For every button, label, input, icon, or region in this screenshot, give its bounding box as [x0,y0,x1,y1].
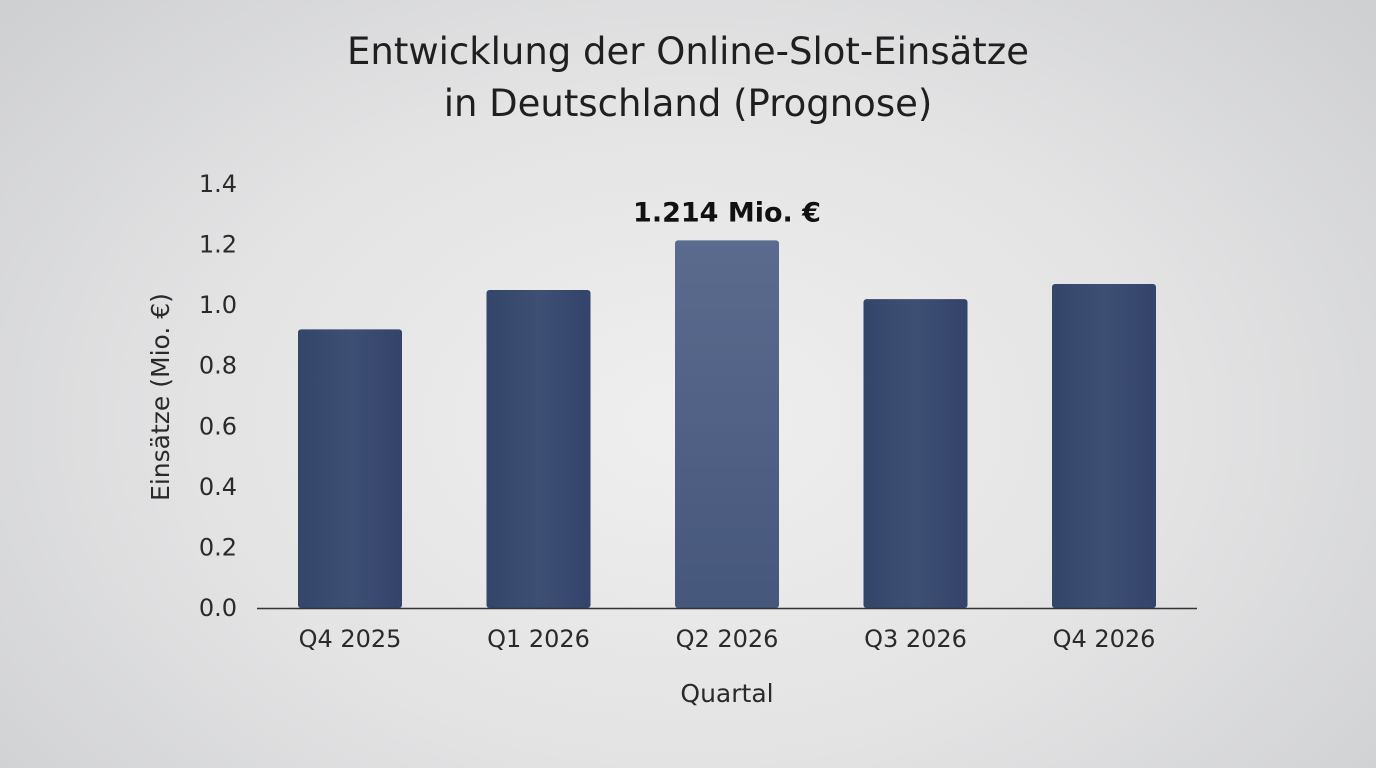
chart-title-line-2: in Deutschland (Prognose) [443,82,933,125]
bar [863,299,968,608]
x-axis-title: Quartal [680,679,773,708]
y-tick-label: 0.2 [199,533,237,561]
y-tick-label: 0.0 [199,594,237,622]
x-tick-label: Q2 2026 [676,625,779,653]
bar-value-label: 1.214 Mio. € [633,197,821,228]
x-tick-label: Q4 2026 [1053,625,1156,653]
x-tick-label: Q3 2026 [864,625,967,653]
y-axis-ticks: 0.0 0.2 0.4 0.6 0.8 1.0 1.2 1.4 [199,170,237,622]
bar [675,240,779,608]
y-tick-label: 1.0 [199,291,237,319]
data-labels: 1.214 Mio. € [633,197,821,228]
x-axis-ticks: Q4 2025 Q1 2026 Q2 2026 Q3 2026 Q4 2026 [299,625,1156,653]
chart-title-line-1: Entwicklung der Online-Slot-Einsätze [346,30,1029,73]
bar [1052,283,1156,608]
x-tick-label: Q4 2025 [299,625,402,653]
bars [298,240,1156,608]
y-tick-label: 0.8 [199,352,237,380]
y-tick-label: 0.6 [199,412,237,440]
y-tick-label: 1.2 [199,231,237,259]
x-tick-label: Q1 2026 [487,625,590,653]
y-axis-title: Einsätze (Mio. €) [146,293,175,501]
y-tick-label: 1.4 [199,170,237,198]
bar [298,329,402,608]
y-tick-label: 0.4 [199,473,237,501]
bar [486,290,591,608]
